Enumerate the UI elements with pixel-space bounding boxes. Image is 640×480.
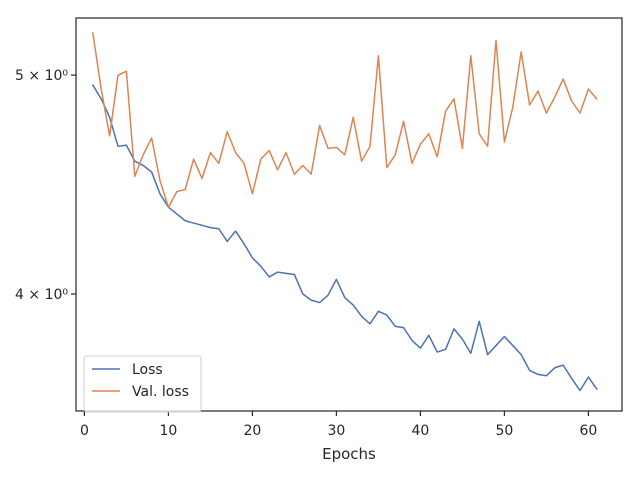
y-tick-label: 5 × 10⁰ — [15, 68, 68, 84]
x-tick-label: 0 — [80, 423, 89, 439]
x-tick-label: 50 — [495, 423, 513, 439]
series-line-0 — [92, 84, 598, 392]
x-tick-label: 10 — [159, 423, 177, 439]
x-axis-label: Epochs — [322, 445, 376, 463]
legend-label-1: Val. loss — [132, 384, 189, 400]
y-axis: 4 × 10⁰ 5 × 10⁰ — [15, 68, 76, 303]
x-tick-label: 40 — [411, 423, 429, 439]
x-tick-label: 60 — [579, 423, 597, 439]
legend-label-0: Loss — [132, 362, 163, 378]
x-tick-label: 30 — [327, 423, 345, 439]
plot-area-frame — [75, 17, 623, 412]
legend: Loss Val. loss — [83, 355, 202, 413]
y-tick-label: 4 × 10⁰ — [15, 287, 68, 303]
legend-box — [83, 355, 202, 413]
x-axis: 0 10 20 30 40 50 60 — [80, 411, 597, 439]
series-layer — [92, 32, 598, 392]
series-line-1 — [92, 32, 598, 208]
x-tick-label: 20 — [243, 423, 261, 439]
